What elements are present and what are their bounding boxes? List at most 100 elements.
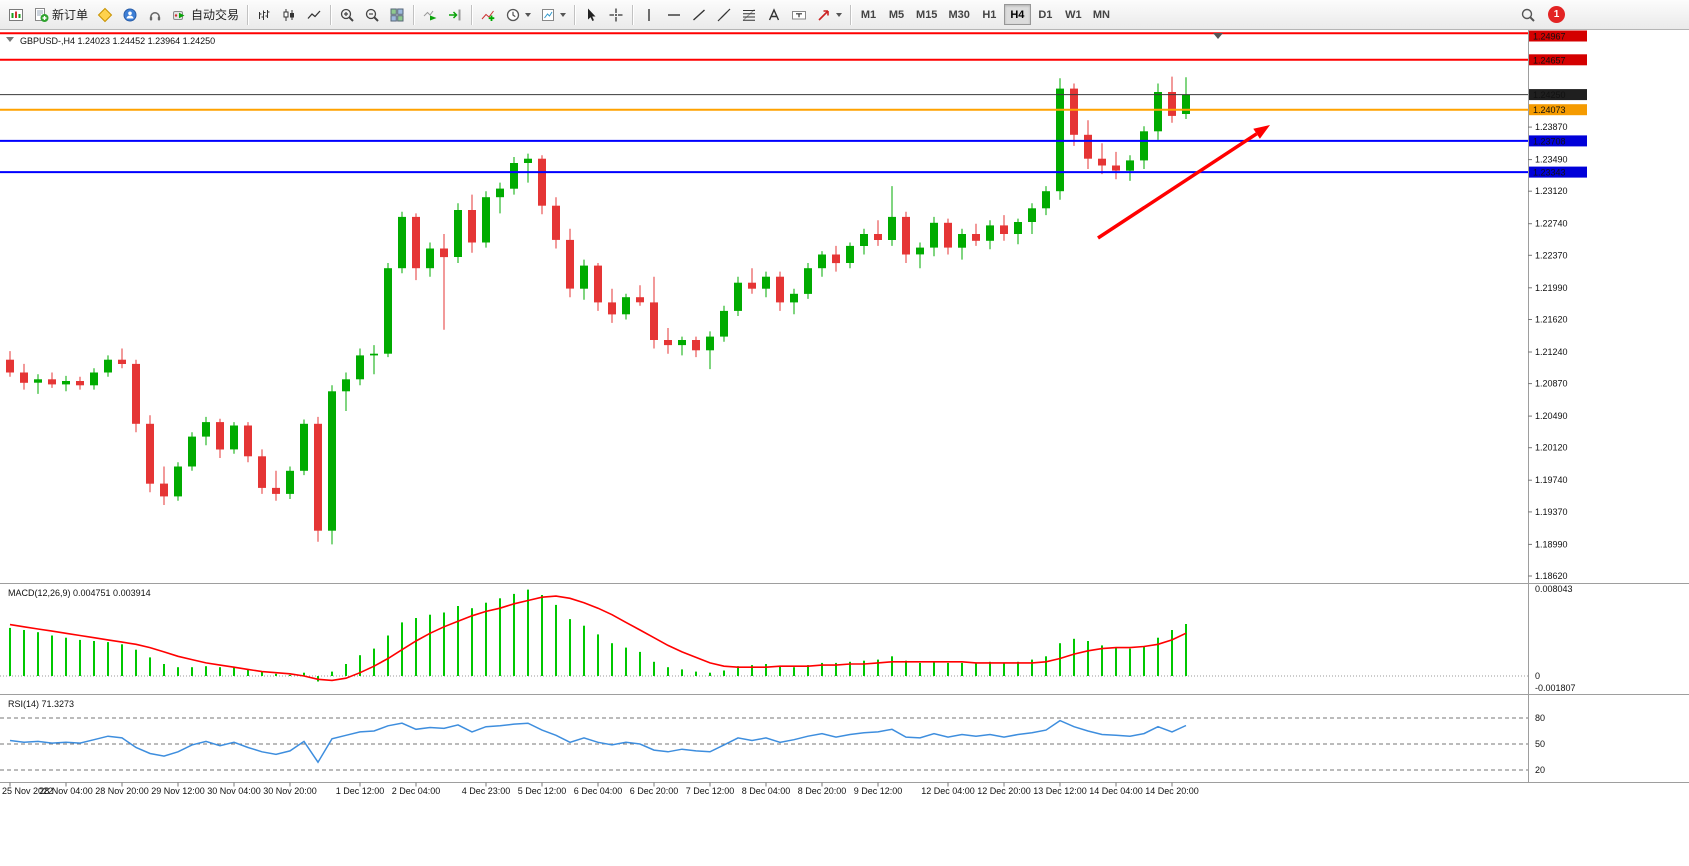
candle bbox=[692, 336, 700, 358]
candle bbox=[398, 211, 406, 274]
zoom-in-button[interactable] bbox=[335, 3, 359, 27]
channel-button[interactable] bbox=[712, 3, 736, 27]
vertical-line-icon bbox=[648, 8, 650, 21]
main-toolbar: 新订单 自动交易 M1 M5 M15 M30 H1 H4 D1 W1 MN bbox=[0, 0, 1689, 30]
line-chart-button[interactable] bbox=[302, 3, 326, 27]
chart-shift-marker-icon[interactable] bbox=[1213, 33, 1223, 39]
candle bbox=[1042, 186, 1050, 216]
price-badge: 1.24250 bbox=[1529, 89, 1587, 101]
candle bbox=[566, 228, 574, 298]
candle bbox=[608, 288, 616, 323]
dropdown-caret-icon bbox=[836, 12, 843, 17]
autotrading-icon bbox=[173, 10, 185, 20]
auto-scroll-icon bbox=[423, 10, 437, 20]
text-tool-button[interactable] bbox=[762, 3, 786, 27]
vertical-line-button[interactable] bbox=[637, 3, 661, 27]
timeframe-MN[interactable]: MN bbox=[1088, 4, 1115, 25]
price-tick-label: 1.23870 bbox=[1535, 122, 1568, 132]
time-tick-label: 2 Dec 04:00 bbox=[392, 786, 441, 796]
templates-button[interactable] bbox=[536, 3, 570, 27]
metaeditor-button[interactable] bbox=[93, 3, 117, 27]
time-tick-label: 29 Nov 12:00 bbox=[151, 786, 205, 796]
toolbar-separator bbox=[413, 4, 415, 25]
new-chart-button[interactable] bbox=[4, 3, 28, 27]
zoom-out-button[interactable] bbox=[360, 3, 384, 27]
templates-icon bbox=[542, 8, 555, 21]
arrows-tool-icon bbox=[818, 9, 829, 21]
candle bbox=[272, 470, 280, 501]
zoom-in-icon bbox=[340, 8, 354, 22]
price-tick-label: 1.21620 bbox=[1535, 315, 1568, 325]
candle bbox=[454, 203, 462, 263]
candle bbox=[888, 186, 896, 246]
search-button[interactable] bbox=[1516, 3, 1540, 27]
crosshair-button[interactable] bbox=[604, 3, 628, 27]
candle bbox=[20, 363, 28, 390]
autotrading-button[interactable]: 自动交易 bbox=[168, 3, 243, 27]
candle bbox=[118, 348, 126, 369]
candle bbox=[328, 385, 336, 545]
tile-windows-button[interactable] bbox=[385, 3, 409, 27]
timeframe-M30[interactable]: M30 bbox=[943, 4, 974, 25]
candle bbox=[1112, 151, 1120, 180]
time-tick-label: 6 Dec 04:00 bbox=[574, 786, 623, 796]
notification-badge[interactable]: 1 bbox=[1548, 6, 1565, 23]
candlestick-chart-button[interactable] bbox=[277, 3, 301, 27]
candle bbox=[342, 372, 350, 411]
rsi-panel: 80 50 20 RSI(14) 71.3273 bbox=[0, 699, 1545, 775]
candle bbox=[132, 359, 140, 433]
notification-count: 1 bbox=[1553, 9, 1560, 20]
bar-chart-button[interactable] bbox=[252, 3, 276, 27]
svg-text:1.24657: 1.24657 bbox=[1533, 55, 1566, 65]
one-click-collapse-icon[interactable] bbox=[6, 37, 14, 42]
candle bbox=[958, 228, 966, 260]
chart-shift-button[interactable] bbox=[443, 3, 467, 27]
toolbar-separator bbox=[850, 4, 852, 25]
candle bbox=[622, 293, 630, 320]
candle bbox=[230, 422, 238, 454]
candle bbox=[874, 220, 882, 246]
price-chart[interactable]: GBPUSD-,H4 1.24023 1.24452 1.23964 1.242… bbox=[0, 30, 1689, 866]
trend-arrow[interactable] bbox=[1097, 125, 1270, 240]
search-icon bbox=[1521, 8, 1535, 22]
sounds-icon bbox=[149, 11, 161, 20]
label-tool-button[interactable] bbox=[787, 3, 811, 27]
sounds-button[interactable] bbox=[143, 3, 167, 27]
auto-scroll-button[interactable] bbox=[418, 3, 442, 27]
trendline-button[interactable] bbox=[687, 3, 711, 27]
macd-label: MACD(12,26,9) 0.004751 0.003914 bbox=[8, 588, 151, 598]
label-tool-icon bbox=[792, 10, 807, 19]
horizontal-line-button[interactable] bbox=[662, 3, 686, 27]
candle bbox=[384, 263, 392, 358]
timeframe-H1[interactable]: H1 bbox=[976, 4, 1003, 25]
time-tick-label: 12 Dec 20:00 bbox=[977, 786, 1031, 796]
new-order-button[interactable]: 新订单 bbox=[29, 3, 92, 27]
indicators-button[interactable] bbox=[476, 3, 500, 27]
candle bbox=[594, 263, 602, 311]
candle bbox=[216, 418, 224, 458]
timeframe-M15[interactable]: M15 bbox=[911, 4, 942, 25]
candle bbox=[48, 372, 56, 388]
time-tick-label: 25 Nov 2022 bbox=[2, 786, 53, 796]
arrows-tool-button[interactable] bbox=[812, 3, 846, 27]
fibonacci-button[interactable] bbox=[737, 3, 761, 27]
time-tick-label: 13 Dec 12:00 bbox=[1033, 786, 1087, 796]
timeframe-M5[interactable]: M5 bbox=[883, 4, 910, 25]
svg-text:1.24250: 1.24250 bbox=[1533, 90, 1566, 100]
cursor-button[interactable] bbox=[579, 3, 603, 27]
candle bbox=[426, 242, 434, 277]
timeframe-W1[interactable]: W1 bbox=[1060, 4, 1087, 25]
candle bbox=[524, 153, 532, 183]
periods-button[interactable] bbox=[501, 3, 535, 27]
macd-min-label: -0.001807 bbox=[1535, 683, 1576, 693]
timeframe-M1[interactable]: M1 bbox=[855, 4, 882, 25]
candle bbox=[762, 271, 770, 298]
line-chart-icon bbox=[307, 10, 321, 19]
candle bbox=[1084, 120, 1092, 169]
timeframe-D1[interactable]: D1 bbox=[1032, 4, 1059, 25]
timeframe-H4[interactable]: H4 bbox=[1003, 4, 1031, 25]
market-button[interactable] bbox=[118, 3, 142, 27]
candle bbox=[286, 466, 294, 499]
price-tick-label: 1.23490 bbox=[1535, 155, 1568, 165]
